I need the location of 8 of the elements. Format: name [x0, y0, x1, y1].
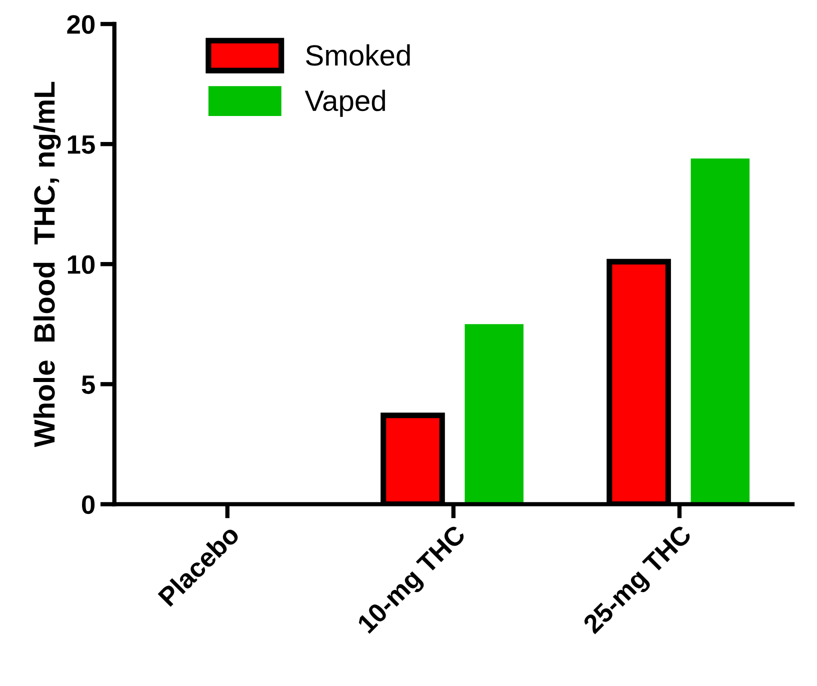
- y-axis-title: Whole Blood THC, ng/mL: [33, 82, 61, 448]
- legend-label: Vaped: [304, 90, 385, 117]
- y-tick-label: 15: [68, 135, 95, 154]
- legend-label: Smoked: [306, 44, 410, 66]
- y-tick-label: 20: [67, 15, 95, 34]
- y-tick-label: 10: [68, 255, 95, 274]
- y-tick-label: 0: [82, 495, 95, 514]
- y-tick-label: 5: [82, 376, 95, 394]
